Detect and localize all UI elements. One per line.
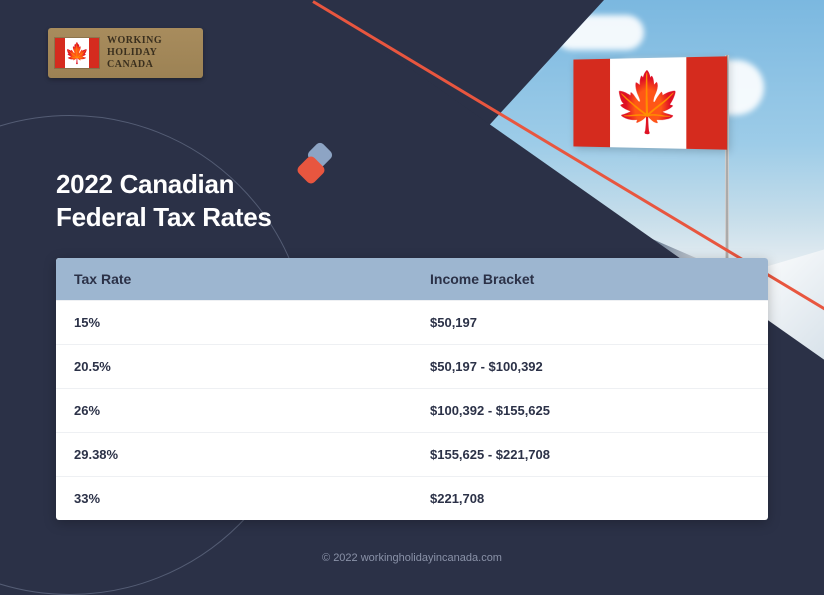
cell-rate: 15%: [56, 301, 412, 344]
table-row: 15% $50,197: [56, 300, 768, 344]
cell-bracket: $50,197 - $100,392: [412, 345, 768, 388]
cell-rate: 29.38%: [56, 433, 412, 476]
cell-bracket: $50,197: [412, 301, 768, 344]
table-row: 29.38% $155,625 - $221,708: [56, 432, 768, 476]
table-header: Tax Rate Income Bracket: [56, 258, 768, 300]
brand-logo: 🍁 WORKING HOLIDAY CANADA: [48, 28, 203, 78]
cell-rate: 20.5%: [56, 345, 412, 388]
accent-shapes: [300, 145, 340, 190]
page-title: 2022 Canadian Federal Tax Rates: [56, 168, 272, 233]
cell-rate: 26%: [56, 389, 412, 432]
tax-rates-table: Tax Rate Income Bracket 15% $50,197 20.5…: [56, 258, 768, 520]
cell-bracket: $221,708: [412, 477, 768, 520]
logo-flag-icon: 🍁: [54, 37, 100, 69]
logo-text: WORKING HOLIDAY CANADA: [107, 35, 162, 71]
table-row: 33% $221,708: [56, 476, 768, 520]
maple-leaf-icon: 🍁: [612, 74, 684, 133]
column-header-bracket: Income Bracket: [412, 258, 768, 300]
table-row: 26% $100,392 - $155,625: [56, 388, 768, 432]
table-row: 20.5% $50,197 - $100,392: [56, 344, 768, 388]
cell-bracket: $155,625 - $221,708: [412, 433, 768, 476]
canada-flag: 🍁: [573, 56, 727, 149]
cell-bracket: $100,392 - $155,625: [412, 389, 768, 432]
cell-rate: 33%: [56, 477, 412, 520]
cloud-decoration: [554, 15, 644, 50]
copyright-text: © 2022 workingholidayincanada.com: [0, 552, 824, 564]
column-header-rate: Tax Rate: [56, 258, 412, 300]
cloud-decoration: [414, 30, 544, 75]
